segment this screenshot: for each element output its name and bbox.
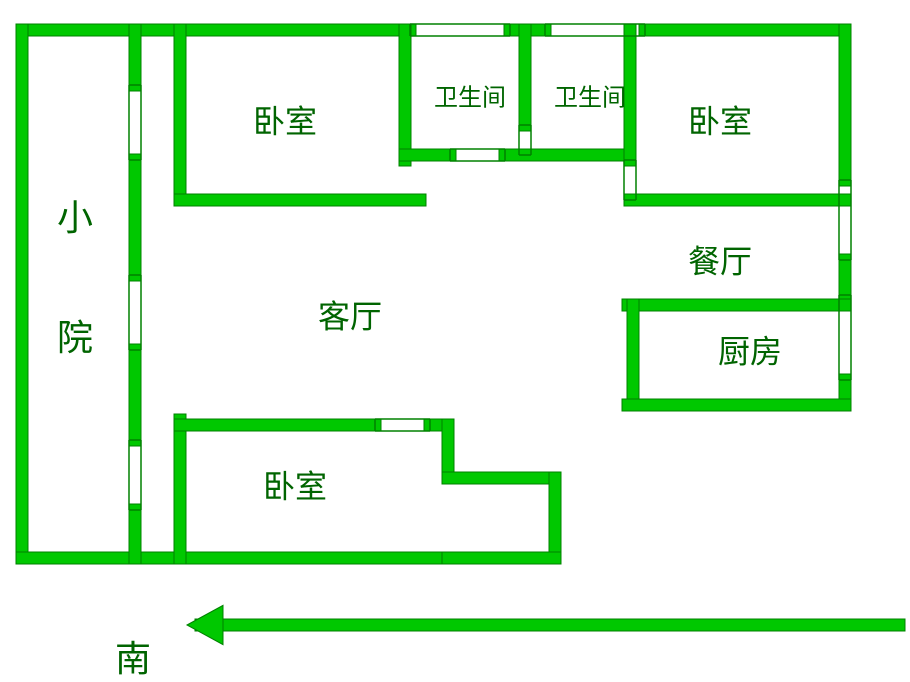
wall-outer-left bbox=[16, 24, 28, 564]
wall-courtyard-right-top bbox=[129, 24, 141, 91]
room-label-bedroom1: 卧室 bbox=[253, 103, 317, 139]
opening-win-court-1 bbox=[129, 85, 141, 160]
direction-label: 南 bbox=[115, 630, 151, 682]
wall-courtyard-right-seg2 bbox=[129, 154, 141, 281]
opening-door-bath1 bbox=[450, 149, 505, 161]
wall-bath-bot-left bbox=[399, 149, 456, 161]
wall-outer-top-seg3 bbox=[639, 24, 851, 36]
wall-bedroom3-notch-horiz bbox=[442, 472, 561, 484]
wall-bath-left bbox=[399, 24, 411, 166]
room-label-bedroom2: 卧室 bbox=[688, 103, 752, 139]
room-label-bathroom1: 卫生间 bbox=[434, 85, 506, 112]
wall-inner-vert-180-bot bbox=[174, 414, 186, 564]
room-label-courtyard-1: 院 bbox=[57, 320, 93, 356]
wall-bath-divider-top bbox=[519, 24, 531, 131]
wall-bedroom3-bot-ext bbox=[442, 552, 561, 564]
opening-win-top-1 bbox=[410, 24, 510, 36]
wall-courtyard-right-seg3 bbox=[129, 344, 141, 446]
opening-win-right-1 bbox=[839, 180, 851, 260]
room-label-bathroom2: 卫生间 bbox=[554, 85, 626, 112]
room-label-bedroom3: 卧室 bbox=[263, 468, 327, 504]
wall-bedroom1-bot bbox=[174, 194, 426, 206]
room-label-courtyard-0: 小 bbox=[57, 200, 93, 236]
wall-bedroom3-right bbox=[549, 472, 561, 564]
wall-outer-top-left bbox=[16, 24, 411, 36]
wall-courtyard-right-seg4 bbox=[129, 504, 141, 564]
opening-door-bedroom3 bbox=[375, 419, 430, 431]
wall-outer-right-seg2 bbox=[839, 254, 851, 301]
wall-bedroom2-bot bbox=[624, 194, 851, 206]
wall-bedroom3-top-left bbox=[174, 419, 381, 431]
room-label-dining: 餐厅 bbox=[688, 243, 752, 279]
wall-kitchen-bot bbox=[622, 399, 851, 411]
wall-outer-right-top bbox=[839, 24, 851, 186]
opening-win-court-3 bbox=[129, 440, 141, 510]
direction-arrow-shaft bbox=[195, 619, 905, 631]
wall-inner-vert-180-top bbox=[174, 24, 186, 206]
wall-kitchen-left bbox=[627, 299, 639, 411]
room-label-kitchen: 厨房 bbox=[718, 333, 782, 369]
wall-outer-bottom bbox=[16, 552, 454, 564]
room-label-living: 客厅 bbox=[318, 298, 382, 334]
opening-win-court-2 bbox=[129, 275, 141, 350]
floorplan-svg: 卧室卫生间卫生间卧室客厅餐厅厨房卧室 bbox=[0, 0, 910, 679]
direction-arrow-head bbox=[187, 605, 223, 644]
wall-kitchen-top bbox=[622, 299, 851, 311]
